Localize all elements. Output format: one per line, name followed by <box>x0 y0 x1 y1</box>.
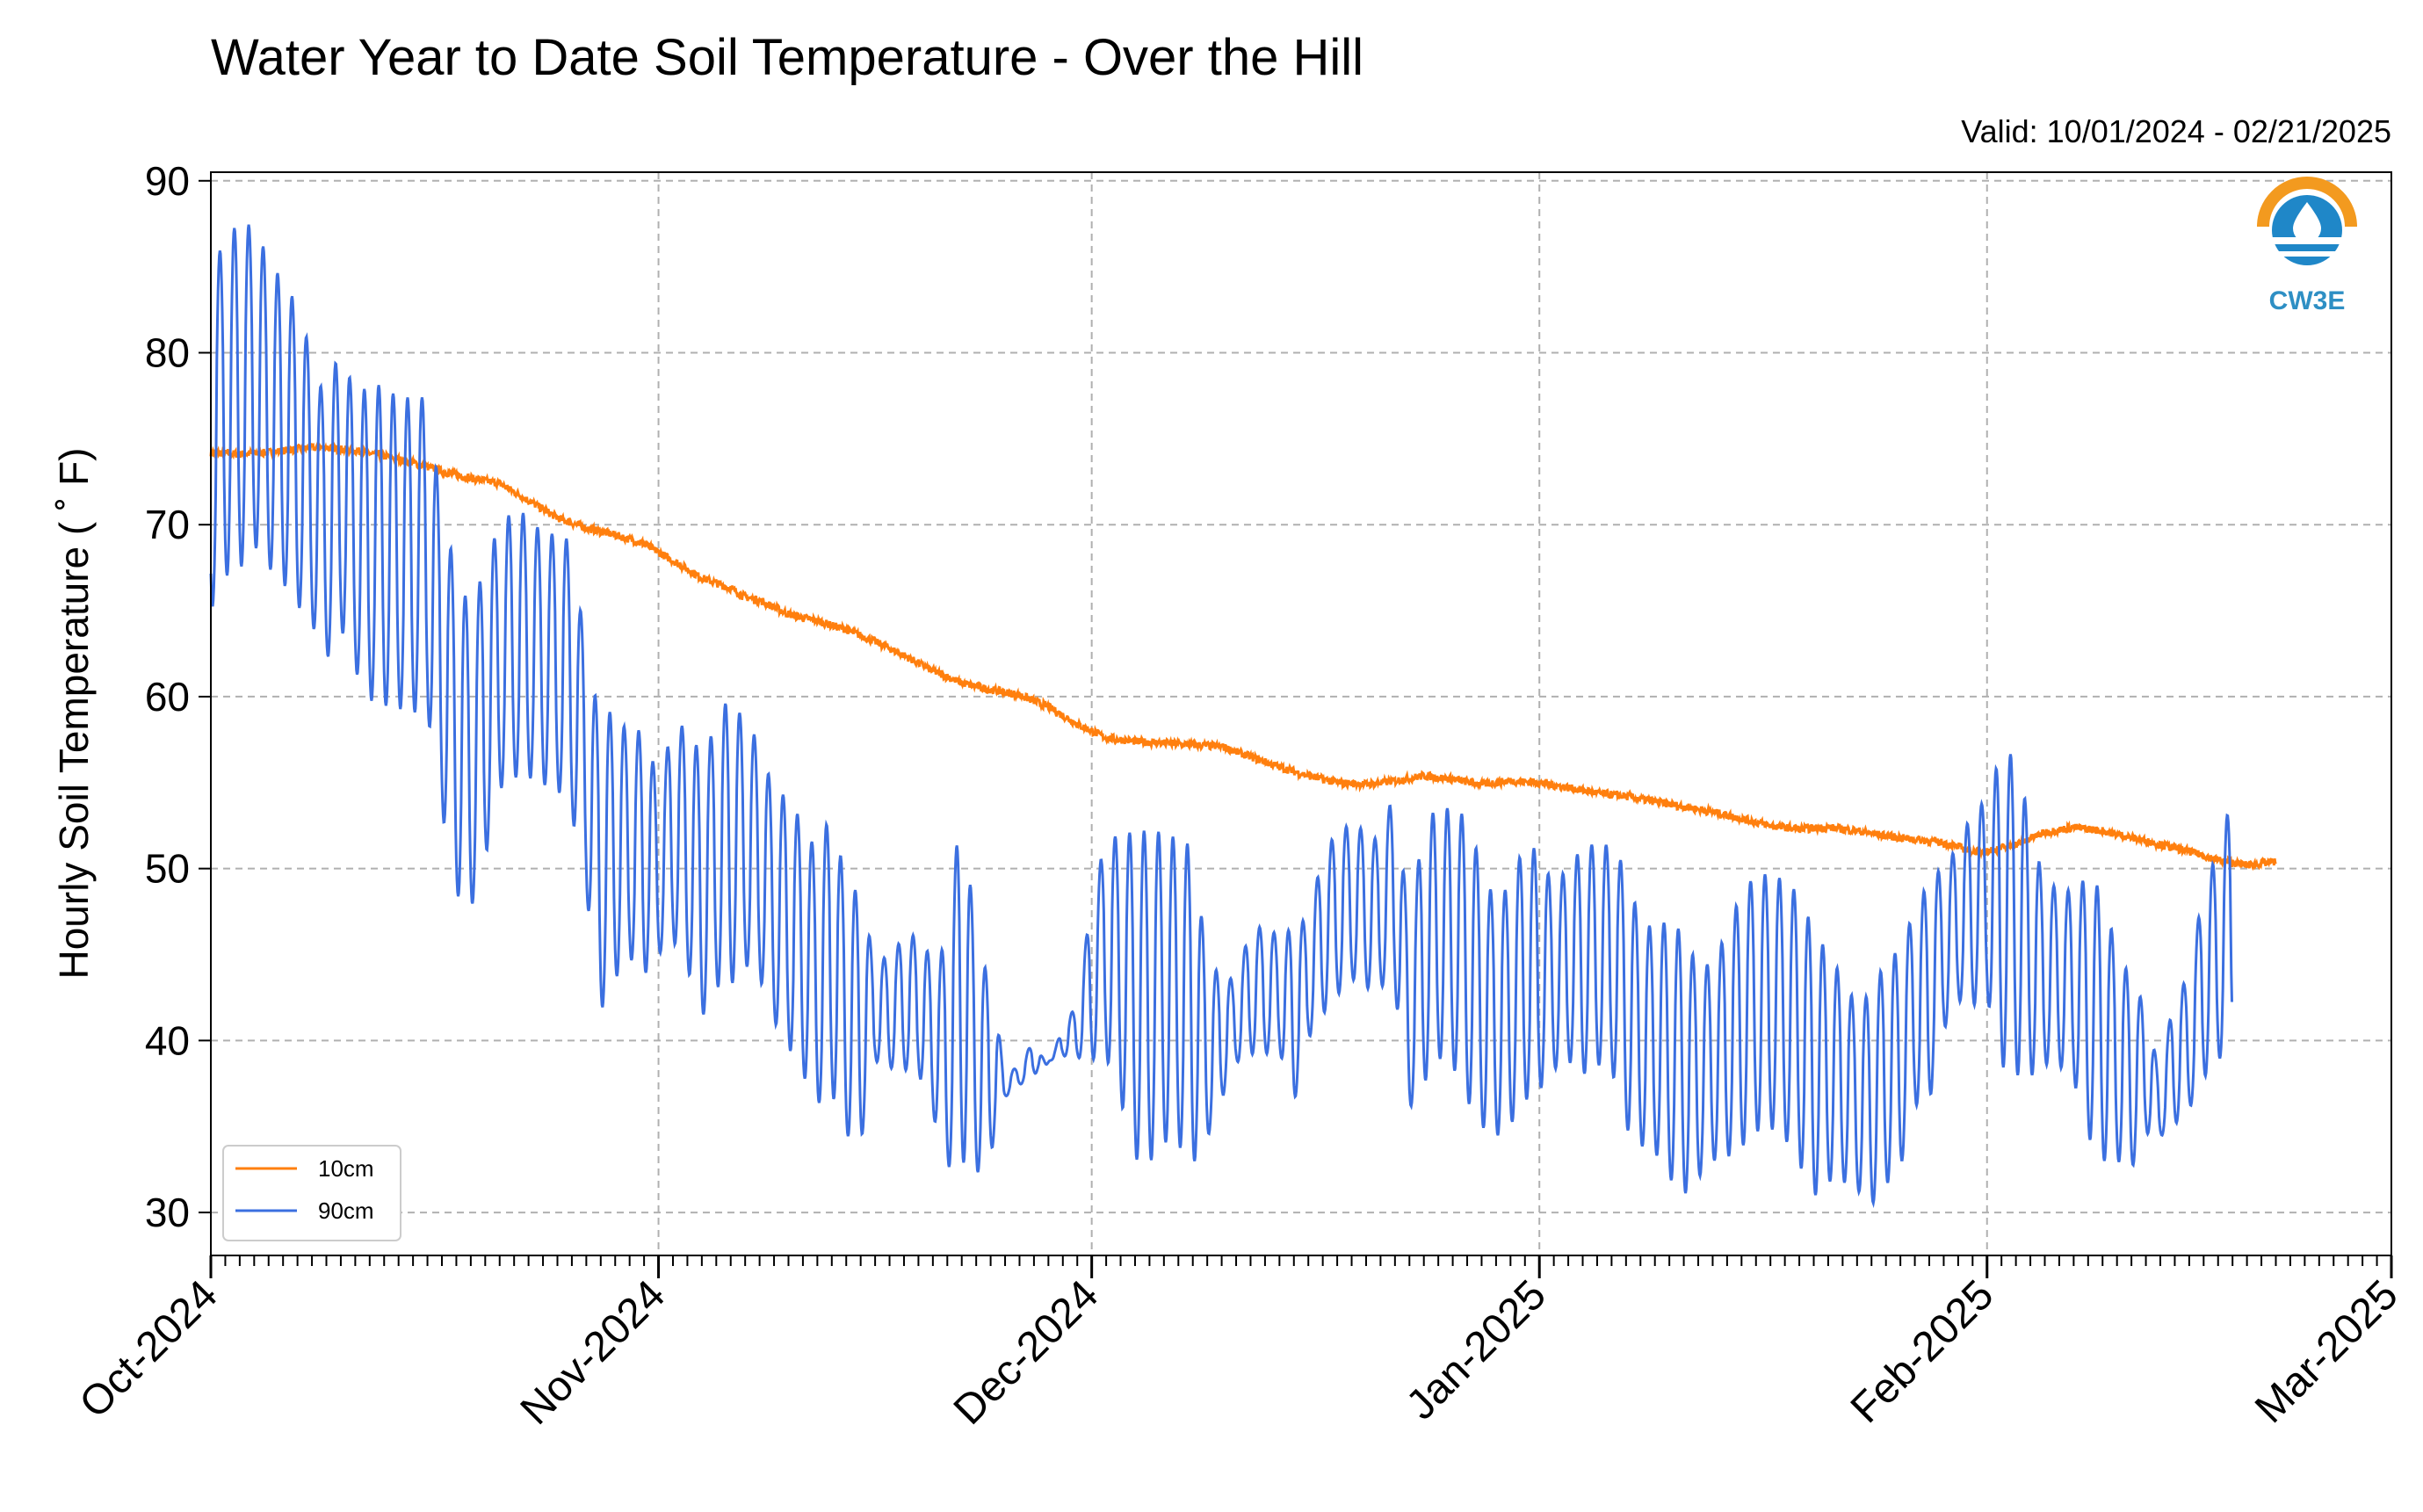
x-tick-label: Oct-2024 <box>71 1271 227 1427</box>
x-tick-label: Jan-2025 <box>1398 1271 1555 1429</box>
axes: 30 40 50 60 70 80 90 Oct-2024 Nov-2024 Dec-2024 Ja… <box>71 158 2407 1434</box>
grid-lines <box>210 172 2392 1255</box>
series-line-10cm <box>209 439 2277 872</box>
y-tick-label: 70 <box>145 502 190 547</box>
plot-frame <box>210 171 2392 1256</box>
legend: 10cm 90cm <box>222 1145 401 1241</box>
y-tick-label: 40 <box>145 1017 190 1063</box>
x-tick-label: Mar-2025 <box>2246 1271 2407 1432</box>
chart-title: Water Year to Date Soil Temperature - Ov… <box>211 29 1363 86</box>
legend-box <box>222 1145 401 1241</box>
series-line-90cm <box>209 224 2233 1209</box>
y-axis-label: Hourly Soil Temperature ( ˚ F) <box>51 448 97 980</box>
y-tick-label: 80 <box>145 330 190 376</box>
logo-sun-arc <box>2257 177 2357 228</box>
legend-label-10cm: 10cm <box>318 1155 374 1182</box>
x-tick-label: Nov-2024 <box>512 1271 675 1434</box>
valid-range: Valid: 10/01/2024 - 02/21/2025 <box>1961 113 2391 149</box>
x-tick-label: Dec-2024 <box>945 1271 1108 1434</box>
series-layer <box>209 224 2277 1209</box>
y-tick-label: 30 <box>145 1190 190 1235</box>
water-drop-icon <box>2293 202 2321 242</box>
cw3e-logo: CW3E <box>2257 177 2357 315</box>
logo-text: CW3E <box>2269 286 2346 315</box>
y-tick-label: 50 <box>145 846 190 892</box>
legend-label-90cm: 90cm <box>318 1197 374 1224</box>
logo-water-band-2 <box>2268 251 2346 257</box>
y-tick-label: 90 <box>145 158 190 204</box>
x-tick-label: Feb-2025 <box>1842 1271 2003 1432</box>
y-tick-label: 60 <box>145 674 190 720</box>
